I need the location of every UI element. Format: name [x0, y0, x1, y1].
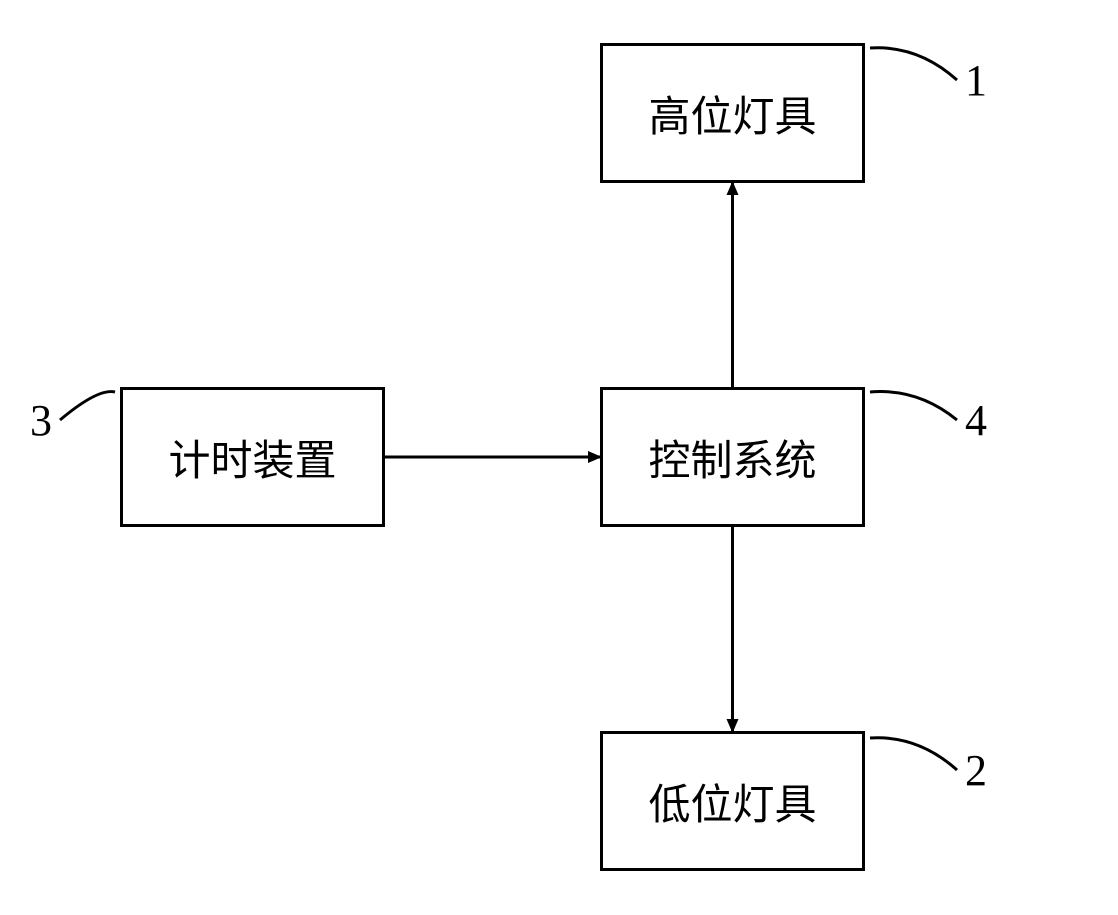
ref-label-4: 4 — [965, 395, 987, 446]
leader-line — [870, 392, 957, 420]
node-label: 低位灯具 — [648, 771, 816, 832]
node-low-lamp: 低位灯具 — [600, 731, 865, 871]
node-label: 控制系统 — [648, 427, 816, 488]
ref-label-1: 1 — [965, 55, 987, 106]
node-timer: 计时装置 — [120, 387, 385, 527]
leader-line — [60, 392, 115, 420]
node-high-lamp: 高位灯具 — [600, 43, 865, 183]
leader-line — [870, 48, 957, 80]
node-control-system: 控制系统 — [600, 387, 865, 527]
ref-label-2: 2 — [965, 745, 987, 796]
leader-line — [870, 738, 957, 770]
ref-label-text: 2 — [965, 746, 987, 795]
node-label: 计时装置 — [168, 427, 336, 488]
ref-label-text: 4 — [965, 396, 987, 445]
diagram-canvas: 高位灯具 低位灯具 计时装置 控制系统 1 2 3 4 — [0, 0, 1118, 915]
ref-label-3: 3 — [30, 395, 52, 446]
node-label: 高位灯具 — [648, 83, 816, 144]
ref-label-text: 1 — [965, 56, 987, 105]
ref-label-text: 3 — [30, 396, 52, 445]
